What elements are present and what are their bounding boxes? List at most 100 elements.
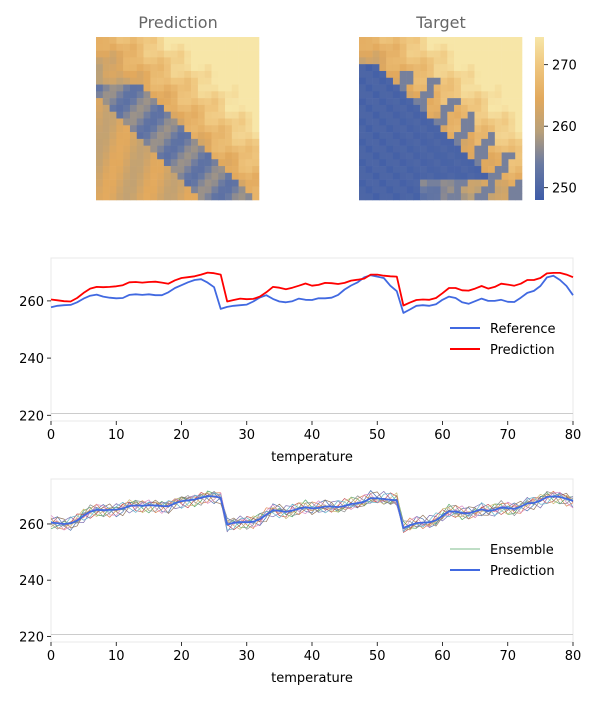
heatmap-cell <box>413 152 421 160</box>
heatmap-cell <box>102 64 110 72</box>
heatmap-cell <box>170 64 178 72</box>
heatmap-cell <box>170 193 178 201</box>
heatmap-cell <box>150 118 158 126</box>
heatmap-cell <box>116 132 124 140</box>
heatmap-cell <box>211 166 219 174</box>
heatmap-cell <box>96 132 104 140</box>
heatmap-cell <box>123 125 131 133</box>
heatmap-cell <box>467 111 475 119</box>
heatmap-cell <box>508 64 516 72</box>
heatmap-cell <box>109 77 117 85</box>
heatmap-cell <box>150 77 158 85</box>
heatmap-cell <box>238 118 246 126</box>
heatmap-cell <box>150 50 158 58</box>
heatmap-cell <box>454 159 462 167</box>
heatmap-cell <box>467 64 475 72</box>
heatmap-cell <box>481 166 489 174</box>
heatmap-cell <box>116 186 124 194</box>
heatmap-cell <box>379 186 387 194</box>
heatmap-cell <box>129 64 138 72</box>
heatmap-cell <box>399 132 407 140</box>
heatmap-cell <box>508 37 516 45</box>
heatmap-cell <box>488 172 496 180</box>
heatmap-cell <box>102 118 110 126</box>
heatmap-cell <box>474 57 482 65</box>
heatmap-cell <box>143 186 151 194</box>
heatmap-cell <box>501 172 509 180</box>
heatmap-cell <box>365 57 373 65</box>
heatmap-cell <box>379 50 387 58</box>
heatmap-cell <box>454 179 462 187</box>
heatmap-cell <box>460 84 468 92</box>
heatmap-cell <box>372 193 380 201</box>
heatmap-cell <box>454 104 462 113</box>
heatmap-cell <box>252 91 260 99</box>
heatmap-cell <box>399 64 407 72</box>
heatmap-cell <box>467 118 475 126</box>
heatmap-cell <box>157 50 165 58</box>
heatmap-cell <box>163 57 172 65</box>
heatmap-cell <box>238 125 246 133</box>
heatmap-cell <box>481 57 489 65</box>
heatmap-cell <box>454 132 462 140</box>
heatmap-cell <box>109 179 117 187</box>
heatmap-cell <box>204 132 212 140</box>
heatmap-cell <box>231 118 239 126</box>
heatmap-cell <box>501 37 509 45</box>
heatmap-cell <box>386 111 394 119</box>
heatmap-cell <box>129 145 138 153</box>
heatmap-cell <box>163 138 172 146</box>
heatmap-cell <box>515 145 523 153</box>
heatmap-cell <box>184 64 192 72</box>
heatmap-cell <box>386 37 394 45</box>
heatmap-cell <box>447 57 455 65</box>
heatmap-cell <box>379 84 387 92</box>
heatmap-cell <box>440 145 448 153</box>
heatmap-cell <box>433 43 441 51</box>
heatmap-cell <box>467 84 475 92</box>
heatmap-cell <box>481 186 489 194</box>
heatmap-cell <box>150 145 158 153</box>
heatmap-cell <box>204 57 212 65</box>
heatmap-cell <box>365 91 373 99</box>
heatmap-cell <box>440 159 448 167</box>
heatmap-cell <box>392 166 401 174</box>
ensemble-member-line <box>50 492 574 531</box>
heatmap-cell <box>225 84 233 92</box>
heatmap-cell <box>163 193 172 201</box>
heatmap-cell <box>426 172 435 180</box>
heatmap-cell <box>204 159 212 167</box>
heatmap-cell <box>406 138 414 146</box>
heatmap-cell <box>177 132 185 140</box>
heatmap-cell <box>191 159 199 167</box>
heatmap-cell <box>508 111 516 119</box>
heatmap-cell <box>102 166 110 174</box>
heatmap-cell <box>508 98 516 106</box>
heatmap-cell <box>225 70 233 79</box>
heatmap-cell <box>231 186 239 194</box>
heatmap-cell <box>488 43 496 51</box>
heatmap-cell <box>109 118 117 126</box>
heatmap-cell <box>191 70 199 79</box>
heatmap-cell <box>433 57 441 65</box>
heatmap-cell <box>467 159 475 167</box>
heatmap-cell <box>399 43 407 51</box>
heatmap-cell <box>245 43 253 51</box>
heatmap-cell <box>245 70 253 79</box>
heatmap-cell <box>184 159 192 167</box>
heatmap-cell <box>102 172 110 180</box>
ensemble-member-line <box>50 491 574 531</box>
heatmap-cell <box>508 43 516 51</box>
heatmap-cell <box>488 138 496 146</box>
x-tick-label: 80 <box>565 649 582 664</box>
heatmap-cell <box>515 152 523 160</box>
heatmap-cell <box>413 104 421 113</box>
heatmap-cell <box>163 104 172 113</box>
heatmap-cell <box>379 152 387 160</box>
heatmap-cell <box>488 159 496 167</box>
heatmap-cell <box>501 57 509 65</box>
heatmap-cell <box>116 91 124 99</box>
heatmap-cell <box>238 159 246 167</box>
heatmap-cell <box>399 98 407 106</box>
heatmap-cell <box>129 77 138 85</box>
